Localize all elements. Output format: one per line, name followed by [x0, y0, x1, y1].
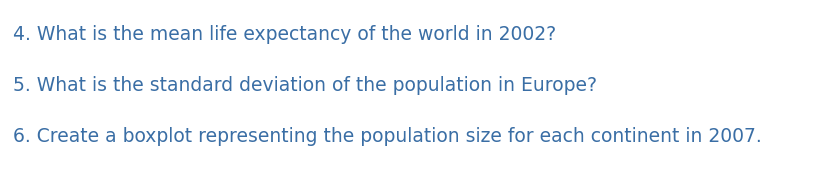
Text: 5. What is the standard deviation of the population in Europe?: 5. What is the standard deviation of the… [13, 76, 597, 95]
Text: 6. Create a boxplot representing the population size for each continent in 2007.: 6. Create a boxplot representing the pop… [13, 127, 761, 146]
Text: 4. What is the mean life expectancy of the world in 2002?: 4. What is the mean life expectancy of t… [13, 25, 556, 44]
